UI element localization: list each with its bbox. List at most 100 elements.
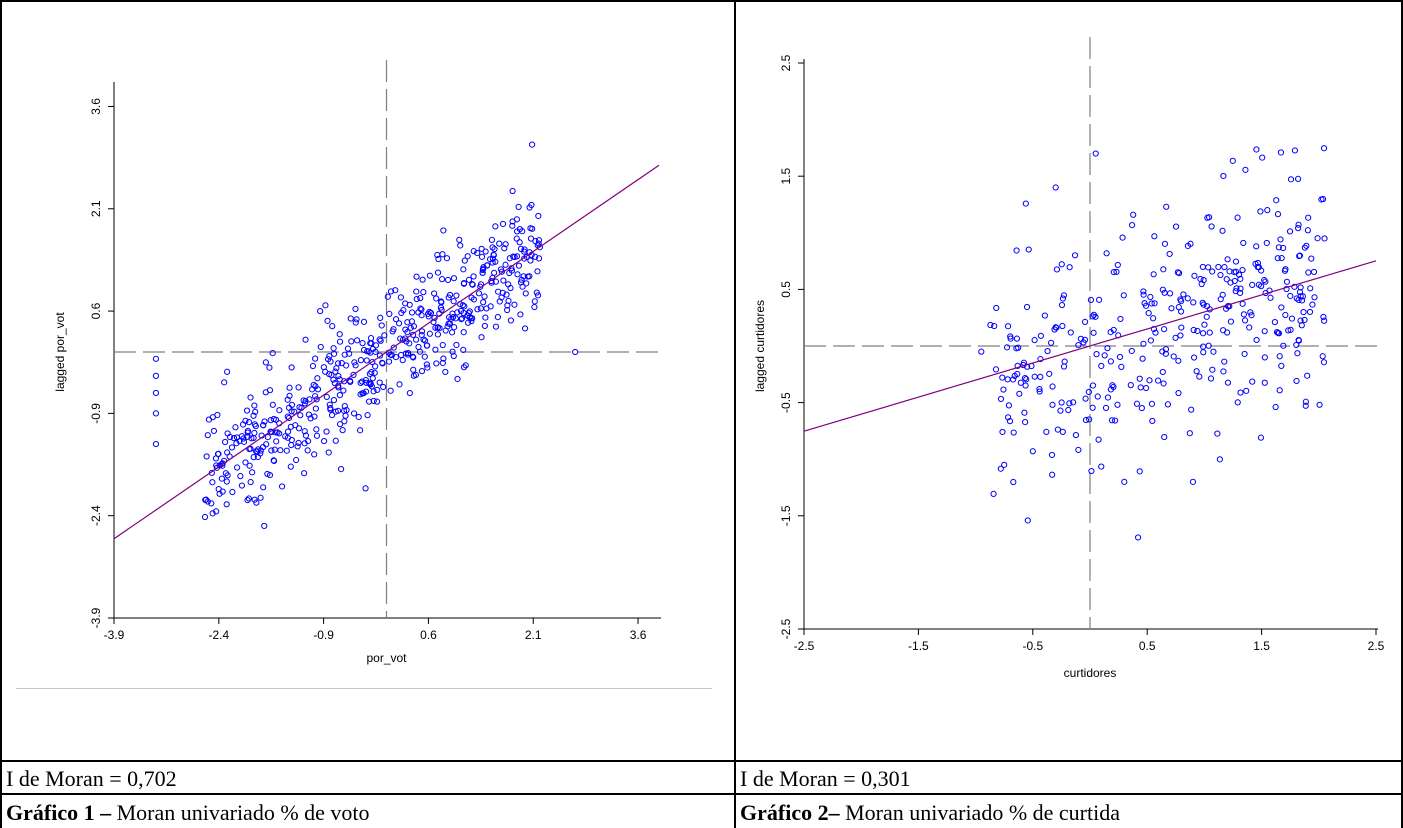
data-point: [432, 346, 439, 353]
data-point: [1022, 200, 1029, 207]
data-point: [1161, 433, 1168, 441]
data-point: [426, 272, 433, 279]
data-point: [347, 378, 354, 386]
data-point: [521, 325, 529, 332]
data-point: [213, 508, 220, 515]
data-point: [997, 465, 1004, 472]
data-point: [314, 375, 321, 382]
data-point: [448, 329, 456, 336]
data-point: [460, 329, 467, 336]
data-point: [431, 290, 438, 297]
data-point: [504, 306, 511, 314]
data-point: [237, 473, 244, 480]
data-point: [477, 305, 484, 312]
data-point: [1295, 221, 1302, 228]
data-point: [1072, 431, 1080, 439]
data-point: [1206, 329, 1213, 336]
data-point: [533, 289, 540, 296]
chart-caption-right: Gráfico 2– Moran univariado % de curtida: [740, 802, 1120, 824]
data-point: [1007, 333, 1014, 340]
data-point: [1295, 336, 1302, 344]
data-point: [1266, 287, 1273, 294]
data-point: [1136, 468, 1143, 475]
data-point: [408, 318, 415, 325]
data-point: [1242, 166, 1249, 173]
data-point: [464, 319, 472, 326]
data-point: [1232, 258, 1240, 265]
data-point: [460, 266, 467, 273]
data-point: [293, 456, 300, 464]
data-point: [1305, 214, 1312, 221]
caption-text-right: Moran univariado % de curtida: [839, 800, 1120, 825]
data-point: [376, 352, 384, 359]
data-point: [252, 408, 259, 415]
data-point: [1121, 478, 1128, 485]
data-point: [446, 291, 454, 299]
data-point: [252, 448, 260, 455]
data-point: [374, 386, 381, 393]
data-point: [1249, 281, 1256, 288]
data-point: [1187, 240, 1194, 247]
data-point: [1148, 400, 1156, 407]
data-point: [1294, 350, 1301, 357]
data-point: [1049, 383, 1056, 390]
data-point: [1200, 277, 1207, 284]
data-point: [1200, 301, 1207, 308]
data-point: [1037, 355, 1044, 363]
data-point: [1013, 335, 1021, 342]
data-point: [348, 338, 355, 345]
data-point: [1189, 478, 1197, 485]
data-point: [426, 330, 433, 337]
data-point: [1010, 478, 1017, 486]
data-point: [1253, 146, 1260, 153]
data-point: [376, 379, 383, 386]
data-point: [1267, 294, 1274, 301]
divider-line: [16, 688, 712, 689]
data-point: [1148, 300, 1155, 307]
data-point: [288, 364, 295, 371]
data-point: [450, 324, 458, 331]
data-point: [313, 396, 320, 403]
data-point: [1305, 269, 1312, 276]
data-point: [1095, 436, 1102, 443]
data-point: [226, 433, 234, 441]
data-point: [1170, 353, 1177, 360]
y-tick-label: 1.5: [779, 168, 793, 185]
y-tick-label: -1.5: [779, 505, 793, 526]
data-point: [1145, 310, 1152, 317]
data-point: [1016, 390, 1023, 397]
data-point: [434, 331, 442, 338]
data-point: [481, 322, 488, 330]
data-point: [212, 455, 220, 462]
data-point: [449, 314, 457, 321]
data-point: [1113, 268, 1120, 275]
x-tick-label: -0.5: [1022, 639, 1043, 653]
data-point: [1059, 295, 1067, 302]
data-point: [1226, 303, 1233, 310]
data-point: [1022, 419, 1029, 426]
data-point: [450, 298, 457, 305]
data-point: [1037, 373, 1044, 381]
data-point: [491, 245, 498, 253]
data-point: [412, 371, 419, 379]
data-point: [260, 422, 267, 429]
data-point: [531, 253, 539, 260]
data-point: [520, 273, 527, 280]
data-point: [1215, 263, 1222, 271]
data-point: [323, 393, 330, 401]
data-point: [1160, 380, 1167, 387]
data-point: [1075, 446, 1082, 454]
data-point: [514, 271, 521, 278]
data-point: [1093, 351, 1100, 358]
data-point: [1224, 256, 1231, 263]
data-point: [413, 273, 420, 280]
data-point: [369, 375, 376, 382]
data-point: [1257, 434, 1265, 441]
data-point: [252, 423, 259, 430]
data-point: [152, 410, 160, 417]
caption-cell-right: Gráfico 2– Moran univariado % de curtida: [734, 793, 1403, 828]
data-point: [1047, 339, 1055, 346]
x-tick-label: 2.5: [1368, 639, 1385, 653]
data-point: [350, 371, 357, 378]
data-point: [1194, 327, 1201, 335]
